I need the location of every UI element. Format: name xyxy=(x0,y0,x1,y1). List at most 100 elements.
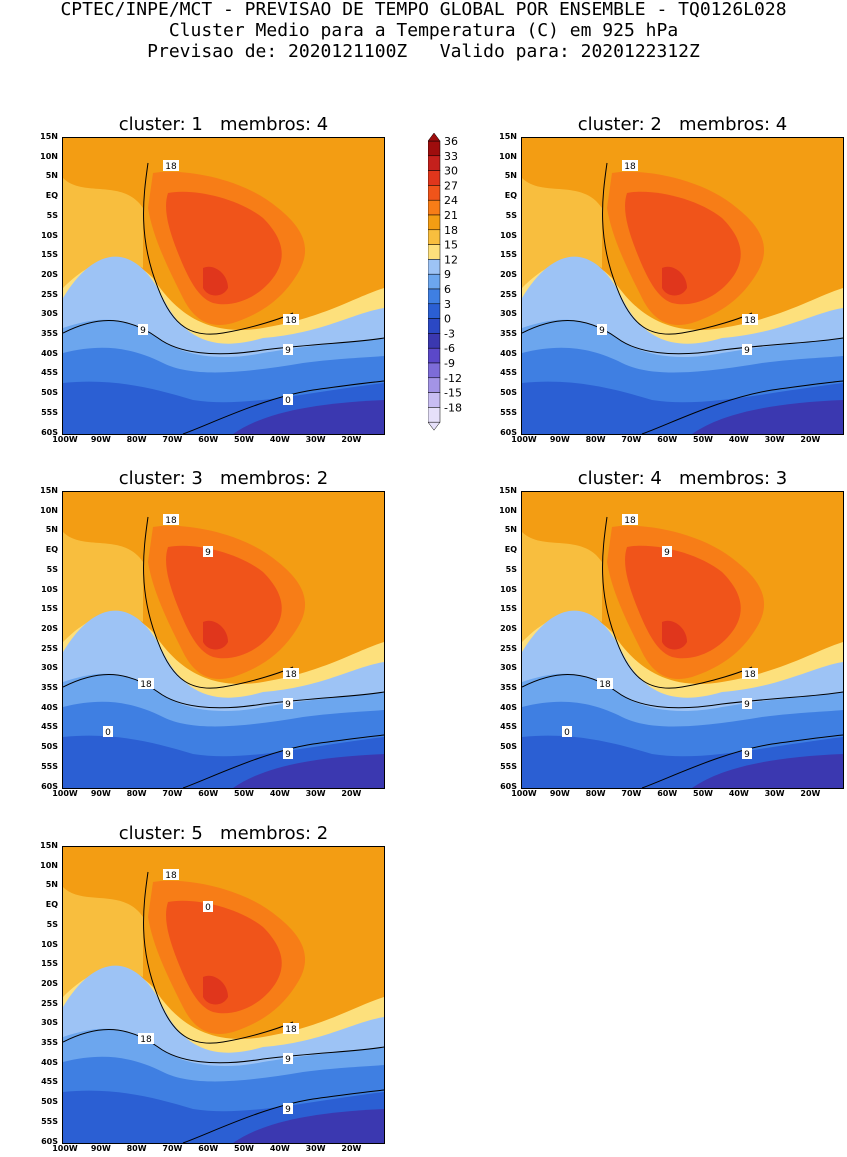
colorbar-swatch xyxy=(427,214,441,231)
contour-label: 0 xyxy=(564,728,570,738)
temperature-field: 18 18 9 9 0 xyxy=(63,138,384,434)
colorbar-swatch xyxy=(427,318,441,334)
lat-label: 45S xyxy=(41,368,58,378)
lat-label: 40S xyxy=(500,348,517,358)
colorbar-label: 30 xyxy=(444,165,458,178)
contour-label: 9 xyxy=(140,326,146,336)
colorbar-label: 24 xyxy=(444,194,458,207)
colorbar-swatch xyxy=(427,377,441,393)
map-panel-cluster-1: cluster: 1 membros: 4 18 18 9 9 0 15N 10N 5N EQ 5S… xyxy=(40,115,385,444)
lat-label: 55S xyxy=(41,407,58,417)
contour-label: 9 xyxy=(205,548,211,558)
lat-label: 5S xyxy=(46,564,58,574)
colorbar-label: 9 xyxy=(444,268,451,281)
lat-label: 15N xyxy=(499,132,517,141)
contour-label: 9 xyxy=(744,750,750,760)
lon-label: 60W xyxy=(198,789,219,798)
map-panel-cluster-5: cluster: 5 membros: 2 18 18 18 9 9 0 15N 10N 5N EQ… xyxy=(40,824,385,1153)
contour-label: 9 xyxy=(744,346,750,356)
lat-label: 35S xyxy=(500,683,517,692)
lon-label: 60W xyxy=(657,435,678,444)
lon-label: 50W xyxy=(234,789,254,798)
header-line-3: Previsao de: 2020121100Z Valido para: 20… xyxy=(147,41,700,62)
colorbar-label: 36 xyxy=(444,135,458,148)
lon-label: 70W xyxy=(621,789,642,798)
colorbar-label: 6 xyxy=(444,283,451,296)
lat-label: 40S xyxy=(500,702,517,712)
contour-label: 0 xyxy=(105,728,111,738)
lat-label: EQ xyxy=(504,545,517,555)
lon-label: 60W xyxy=(198,435,219,444)
map-panel-cluster-4: cluster: 4 membros: 3 18 18 18 9 9 9 0 15N 10N 5N E… xyxy=(499,469,844,798)
lon-label: 70W xyxy=(162,435,183,444)
lon-label: 80W xyxy=(585,435,606,444)
colorbar-swatch xyxy=(427,140,441,157)
contour-label: 9 xyxy=(285,750,291,760)
lat-label: 15N xyxy=(40,486,58,495)
lon-label: 90W xyxy=(90,1144,111,1153)
contour-label: 9 xyxy=(664,548,670,558)
lat-label: 10S xyxy=(41,230,58,240)
lat-label: 5N xyxy=(45,880,58,890)
lat-label: 15N xyxy=(40,132,58,141)
lat-label: 30S xyxy=(500,309,517,319)
contour-label: 0 xyxy=(285,396,291,406)
lat-label: 15N xyxy=(499,486,517,495)
colorbar-label: -9 xyxy=(444,357,455,370)
lon-label: 80W xyxy=(126,435,147,444)
lat-label: 10S xyxy=(500,584,517,594)
lon-label: 20W xyxy=(341,1144,362,1153)
colorbar-swatch xyxy=(427,155,441,171)
lat-label: 50S xyxy=(500,388,517,398)
colorbar-swatch xyxy=(427,229,441,245)
colorbar-swatch xyxy=(427,185,441,201)
contour-label: 9 xyxy=(744,700,750,710)
lat-label: EQ xyxy=(504,191,517,201)
colorbar-swatch xyxy=(427,347,441,364)
lat-label: 25S xyxy=(500,643,517,653)
lon-label: 30W xyxy=(764,789,785,798)
lat-label: 5S xyxy=(505,210,517,220)
lon-label: 100W xyxy=(52,435,78,444)
lat-label: 5S xyxy=(505,564,517,574)
lat-label: 45S xyxy=(500,368,517,378)
lat-label: 30S xyxy=(41,309,58,319)
lat-label: 45S xyxy=(41,722,58,732)
colorbar-swatch xyxy=(427,259,441,275)
lon-label: 50W xyxy=(693,789,713,798)
lon-label: 60W xyxy=(198,1144,219,1153)
contour-label: 18 xyxy=(285,1025,297,1035)
lat-label: 60S xyxy=(500,781,517,791)
lon-label: 50W xyxy=(234,1144,254,1153)
contour-label: 18 xyxy=(140,680,152,690)
lat-label: EQ xyxy=(45,545,58,555)
colorbar-swatch xyxy=(427,362,441,379)
lat-label: 30S xyxy=(41,1018,58,1028)
lat-label: 25S xyxy=(41,289,58,299)
temperature-field: 18 18 18 9 9 9 0 xyxy=(63,492,384,788)
contour-label: 9 xyxy=(285,1055,291,1065)
temperature-field: 18 18 18 9 9 9 0 xyxy=(522,492,843,788)
lon-label: 90W xyxy=(90,789,111,798)
lat-label: 50S xyxy=(41,742,58,752)
colorbar-label: -3 xyxy=(444,327,455,340)
lon-label: 50W xyxy=(234,435,254,444)
colorbar-label: 12 xyxy=(444,253,458,266)
lon-label: 100W xyxy=(52,1144,78,1153)
colorbar-swatch xyxy=(427,170,441,186)
lon-label: 80W xyxy=(585,789,606,798)
lon-label: 80W xyxy=(126,1144,147,1153)
lon-label: 100W xyxy=(52,789,78,798)
lon-label: 40W xyxy=(269,1144,290,1153)
colorbar-swatch xyxy=(427,273,441,290)
lat-label: 30S xyxy=(41,663,58,673)
lat-label: 5N xyxy=(45,171,58,181)
header-line-1: CPTEC/INPE/MCT - PREVISAO DE TEMPO GLOBA… xyxy=(60,0,787,20)
lat-label: 10N xyxy=(499,151,517,161)
lat-label: 60S xyxy=(500,427,517,437)
contour-label: 18 xyxy=(165,871,177,881)
lat-label: 40S xyxy=(41,702,58,712)
lat-label: 20S xyxy=(500,623,517,633)
lat-label: 35S xyxy=(500,329,517,338)
lat-label: 25S xyxy=(41,643,58,653)
